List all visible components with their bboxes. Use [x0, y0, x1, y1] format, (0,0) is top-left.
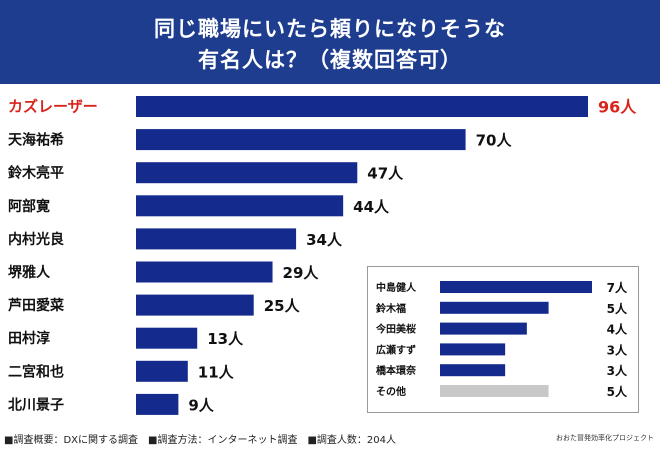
- bar-6: [136, 261, 273, 283]
- category-label: 田村淳: [8, 330, 50, 347]
- value-label: 47人: [367, 165, 404, 183]
- inset-value-label: 3人: [607, 363, 628, 378]
- bar-10: [136, 393, 179, 415]
- bar-5: [136, 228, 297, 250]
- inset-category-label: 広瀬すず: [376, 343, 416, 356]
- header-banner: 同じ職場にいたら頼りになりそうな 有名人は？（複数回答可）: [0, 0, 660, 84]
- bar-3: [136, 162, 358, 184]
- value-label: 11人: [198, 363, 235, 381]
- bar-2: [136, 129, 466, 151]
- inset-category-label: 今田美桜: [375, 323, 416, 336]
- inset-category-label: 中島健人: [376, 281, 417, 294]
- inset-value-label: 4人: [607, 322, 628, 337]
- inset-category-label: その他: [376, 385, 406, 398]
- inset-value-label: 7人: [607, 280, 628, 295]
- inset-category-label: 橋本環奈: [376, 364, 417, 377]
- category-label: 堺雅人: [8, 264, 51, 281]
- inset-bar-5: [440, 364, 506, 377]
- category-label: 鈴木亮平: [8, 165, 64, 182]
- inset-value-label: 5人: [607, 301, 628, 316]
- inset-bar-1: [440, 281, 592, 293]
- chart-title-line1: 同じ職場にいたら頼りになりそうな: [154, 17, 506, 41]
- value-label: 34人: [306, 231, 343, 249]
- category-label: カズレーザー: [8, 98, 98, 116]
- inset-chart-box: 中島健人 7人 鈴木福 5人 今田美桜 4人 広瀬すず 3人 橋本環奈 3人 その他 5人: [367, 266, 639, 413]
- bar-7: [136, 294, 254, 316]
- value-label: 13人: [207, 330, 244, 348]
- credit-text: おおた冒発効率化プロジェクト: [556, 434, 654, 442]
- value-label: 70人: [476, 132, 513, 150]
- inset-bar-3: [440, 322, 527, 335]
- value-label: 44人: [353, 198, 390, 216]
- inset-category-label: 鈴木福: [376, 302, 406, 315]
- bar-4: [136, 195, 344, 217]
- category-label: 北川景子: [8, 397, 64, 413]
- value-label: 29人: [283, 264, 320, 282]
- category-label: 内村光良: [8, 231, 64, 248]
- value-label: 25人: [264, 297, 301, 315]
- category-label: 阿部寛: [8, 198, 50, 215]
- chart-title-line2: 有名人は？（複数回答可）: [198, 48, 462, 72]
- inset-bar-6: [440, 385, 549, 397]
- category-label: 芦田愛菜: [8, 297, 65, 314]
- bar-1: [136, 96, 588, 117]
- inset-bar-4: [440, 343, 506, 356]
- bar-9: [136, 360, 188, 382]
- survey-note: ■調査概要：DXに関する調査 ■調査方法：インターネット調査 ■調査人数：204…: [4, 435, 396, 446]
- value-label: 9人: [188, 396, 214, 414]
- value-label: 96人: [598, 98, 637, 117]
- inset-value-label: 3人: [607, 342, 628, 357]
- category-label: 二宮和也: [8, 363, 64, 380]
- category-label: 天海祐希: [8, 132, 64, 149]
- bar-8: [136, 327, 198, 349]
- inset-value-label: 5人: [607, 384, 628, 399]
- inset-bar-2: [440, 301, 549, 314]
